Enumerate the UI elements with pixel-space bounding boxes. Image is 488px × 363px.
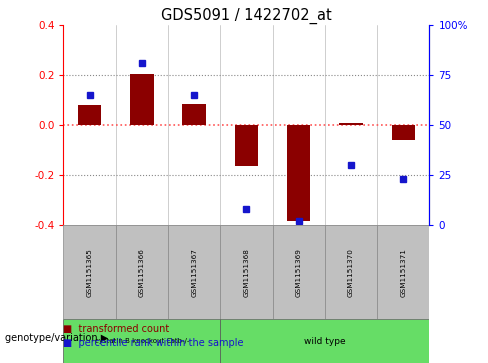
FancyBboxPatch shape: [168, 225, 220, 319]
FancyBboxPatch shape: [63, 319, 220, 363]
FancyBboxPatch shape: [273, 225, 325, 319]
Text: wild type: wild type: [304, 337, 346, 346]
FancyBboxPatch shape: [377, 225, 429, 319]
Text: cystatin B knockout Cstb-/-: cystatin B knockout Cstb-/-: [95, 338, 189, 344]
Bar: [391, 125, 415, 140]
Text: genotype/variation ▶: genotype/variation ▶: [5, 333, 108, 343]
Bar: [287, 125, 310, 221]
Text: GSM1151371: GSM1151371: [400, 248, 407, 297]
FancyBboxPatch shape: [325, 225, 377, 319]
Text: GSM1151368: GSM1151368: [244, 248, 249, 297]
Title: GDS5091 / 1422702_at: GDS5091 / 1422702_at: [161, 8, 332, 24]
FancyBboxPatch shape: [63, 225, 116, 319]
Text: GSM1151366: GSM1151366: [139, 248, 145, 297]
Bar: [130, 74, 154, 125]
FancyBboxPatch shape: [220, 319, 429, 363]
Text: ■  percentile rank within the sample: ■ percentile rank within the sample: [63, 338, 244, 348]
FancyBboxPatch shape: [116, 225, 168, 319]
Bar: [235, 125, 258, 166]
Bar: [339, 123, 363, 125]
Bar: [78, 105, 102, 125]
Bar: [183, 104, 206, 125]
Text: GSM1151369: GSM1151369: [296, 248, 302, 297]
Text: GSM1151367: GSM1151367: [191, 248, 197, 297]
Text: ■  transformed count: ■ transformed count: [63, 323, 170, 334]
FancyBboxPatch shape: [220, 225, 273, 319]
Text: GSM1151365: GSM1151365: [86, 248, 93, 297]
Text: GSM1151370: GSM1151370: [348, 248, 354, 297]
